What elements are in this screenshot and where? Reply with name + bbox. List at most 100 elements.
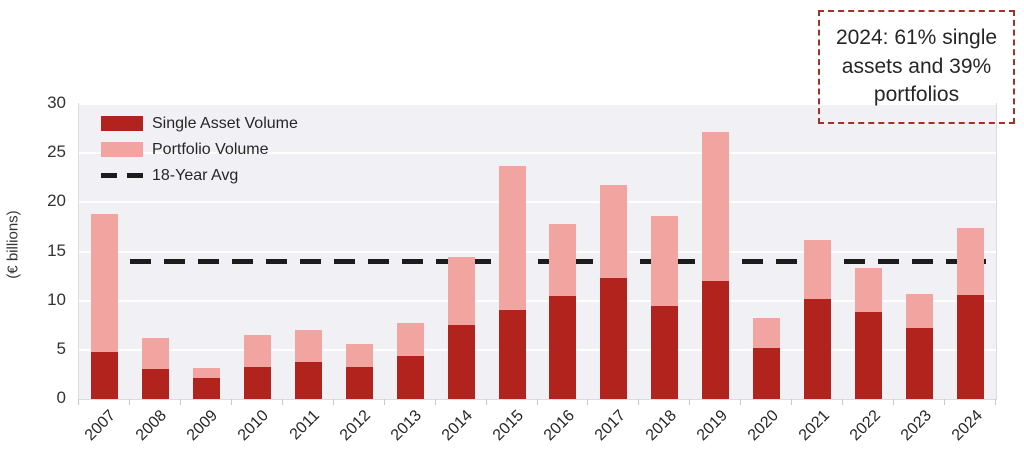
x-tick-mark (128, 399, 130, 405)
x-tick-mark (281, 399, 283, 405)
bar-group-2021 (804, 239, 832, 399)
bar-segment-portfolio (243, 335, 271, 367)
x-tick-mark (434, 399, 436, 405)
x-tick-label: 2011 (286, 407, 324, 444)
x-tick-label: 2022 (846, 407, 884, 445)
x-tick-label: 2010 (235, 407, 273, 445)
bar-segment-single (600, 278, 628, 399)
bar-group-2009 (192, 367, 220, 399)
bar-group-2011 (294, 330, 322, 399)
annotation-text: 2024: 61% single assets and 39% portfoli… (835, 25, 998, 107)
bar-segment-single (855, 312, 883, 399)
bar-group-2019 (702, 131, 730, 399)
legend-item-single: Single Asset Volume (101, 114, 298, 133)
gridline (79, 348, 996, 351)
bar-segment-portfolio (549, 223, 577, 296)
y-tick-label: 20 (47, 191, 66, 211)
x-tick-label: 2009 (184, 407, 222, 445)
bar-segment-portfolio (753, 318, 781, 348)
annotation-box: 2024: 61% single assets and 39% portfoli… (818, 10, 1015, 124)
bar-segment-portfolio (294, 330, 322, 362)
x-tick-mark (944, 399, 946, 405)
x-tick-mark (383, 399, 385, 405)
x-tick-label: 2024 (948, 407, 986, 445)
avg-dash-icon (101, 173, 143, 178)
x-tick-label: 2008 (133, 407, 171, 445)
bar-group-2013 (396, 323, 424, 399)
bar-segment-portfolio (906, 293, 934, 329)
legend-label-single: Single Asset Volume (152, 114, 298, 132)
bar-segment-single (447, 325, 475, 399)
bar-segment-portfolio (447, 257, 475, 326)
bar-segment-single (549, 295, 577, 399)
x-tick-mark (179, 399, 181, 405)
x-tick-label: 2019 (693, 407, 731, 445)
x-tick-label: 2017 (591, 407, 629, 445)
y-tick-label: 25 (47, 142, 66, 162)
legend-label-portfolio: Portfolio Volume (152, 140, 269, 158)
gridline (79, 250, 996, 253)
bar-segment-single (753, 347, 781, 399)
single-asset-swatch (101, 116, 143, 131)
x-tick-label: 2013 (387, 407, 426, 445)
bar-group-2010 (243, 335, 271, 399)
x-tick-label: 2014 (438, 407, 477, 445)
bar-group-2020 (753, 318, 781, 399)
bar-segment-portfolio (345, 343, 373, 367)
gridline (79, 152, 996, 155)
x-tick-label: 2020 (744, 407, 782, 445)
x-tick-label: 2012 (337, 407, 375, 445)
x-tick-mark (587, 399, 589, 405)
bar-segment-portfolio (396, 323, 424, 356)
bar-group-2018 (651, 216, 679, 399)
x-tick-label: 2023 (897, 407, 935, 445)
bar-group-2023 (906, 293, 934, 399)
x-tick-mark (332, 399, 334, 405)
bar-group-2012 (345, 343, 373, 399)
bar-segment-portfolio (141, 338, 169, 369)
y-tick-label: 10 (47, 289, 66, 309)
bar-segment-portfolio (90, 214, 118, 352)
bar-segment-portfolio (498, 165, 526, 310)
bar-group-2014 (447, 257, 475, 399)
bar-segment-portfolio (651, 216, 679, 306)
plot-area: Single Asset Volume Portfolio Volume 18-… (78, 103, 997, 400)
bar-segment-portfolio (855, 268, 883, 313)
bar-segment-single (192, 378, 220, 399)
bar-segment-single (345, 366, 373, 399)
bar-segment-single (498, 309, 526, 399)
bar-segment-single (396, 355, 424, 399)
x-tick-mark (842, 399, 844, 405)
x-tick-label: 2021 (795, 407, 833, 445)
x-tick-label: 2018 (642, 407, 680, 445)
bar-group-2015 (498, 165, 526, 399)
bar-segment-portfolio (702, 131, 730, 281)
x-tick-mark (995, 399, 996, 405)
bar-segment-portfolio (600, 184, 628, 279)
bar-group-2016 (549, 223, 577, 399)
bar-group-2024 (957, 227, 985, 399)
gridline (79, 299, 996, 302)
legend-item-portfolio: Portfolio Volume (101, 140, 298, 159)
x-tick-mark (740, 399, 742, 405)
x-tick-mark (638, 399, 640, 405)
bar-group-2008 (141, 338, 169, 399)
bar-segment-single (957, 294, 985, 399)
legend-item-avg: 18-Year Avg (101, 166, 298, 185)
bar-segment-single (294, 361, 322, 399)
bar-segment-single (243, 366, 271, 399)
legend: Single Asset Volume Portfolio Volume 18-… (101, 114, 298, 192)
portfolio-swatch (101, 142, 143, 157)
y-tick-label: 0 (56, 388, 66, 407)
bar-segment-portfolio (804, 239, 832, 299)
bar-group-2017 (600, 184, 628, 399)
gridline (79, 201, 996, 204)
bar-segment-single (906, 328, 934, 399)
x-tick-label: 2016 (540, 407, 578, 445)
bar-group-2007 (90, 214, 118, 399)
bar-group-2022 (855, 268, 883, 399)
x-tick-mark (893, 399, 895, 405)
bar-segment-single (651, 305, 679, 399)
x-tick-mark (791, 399, 793, 405)
x-tick-mark (689, 399, 691, 405)
